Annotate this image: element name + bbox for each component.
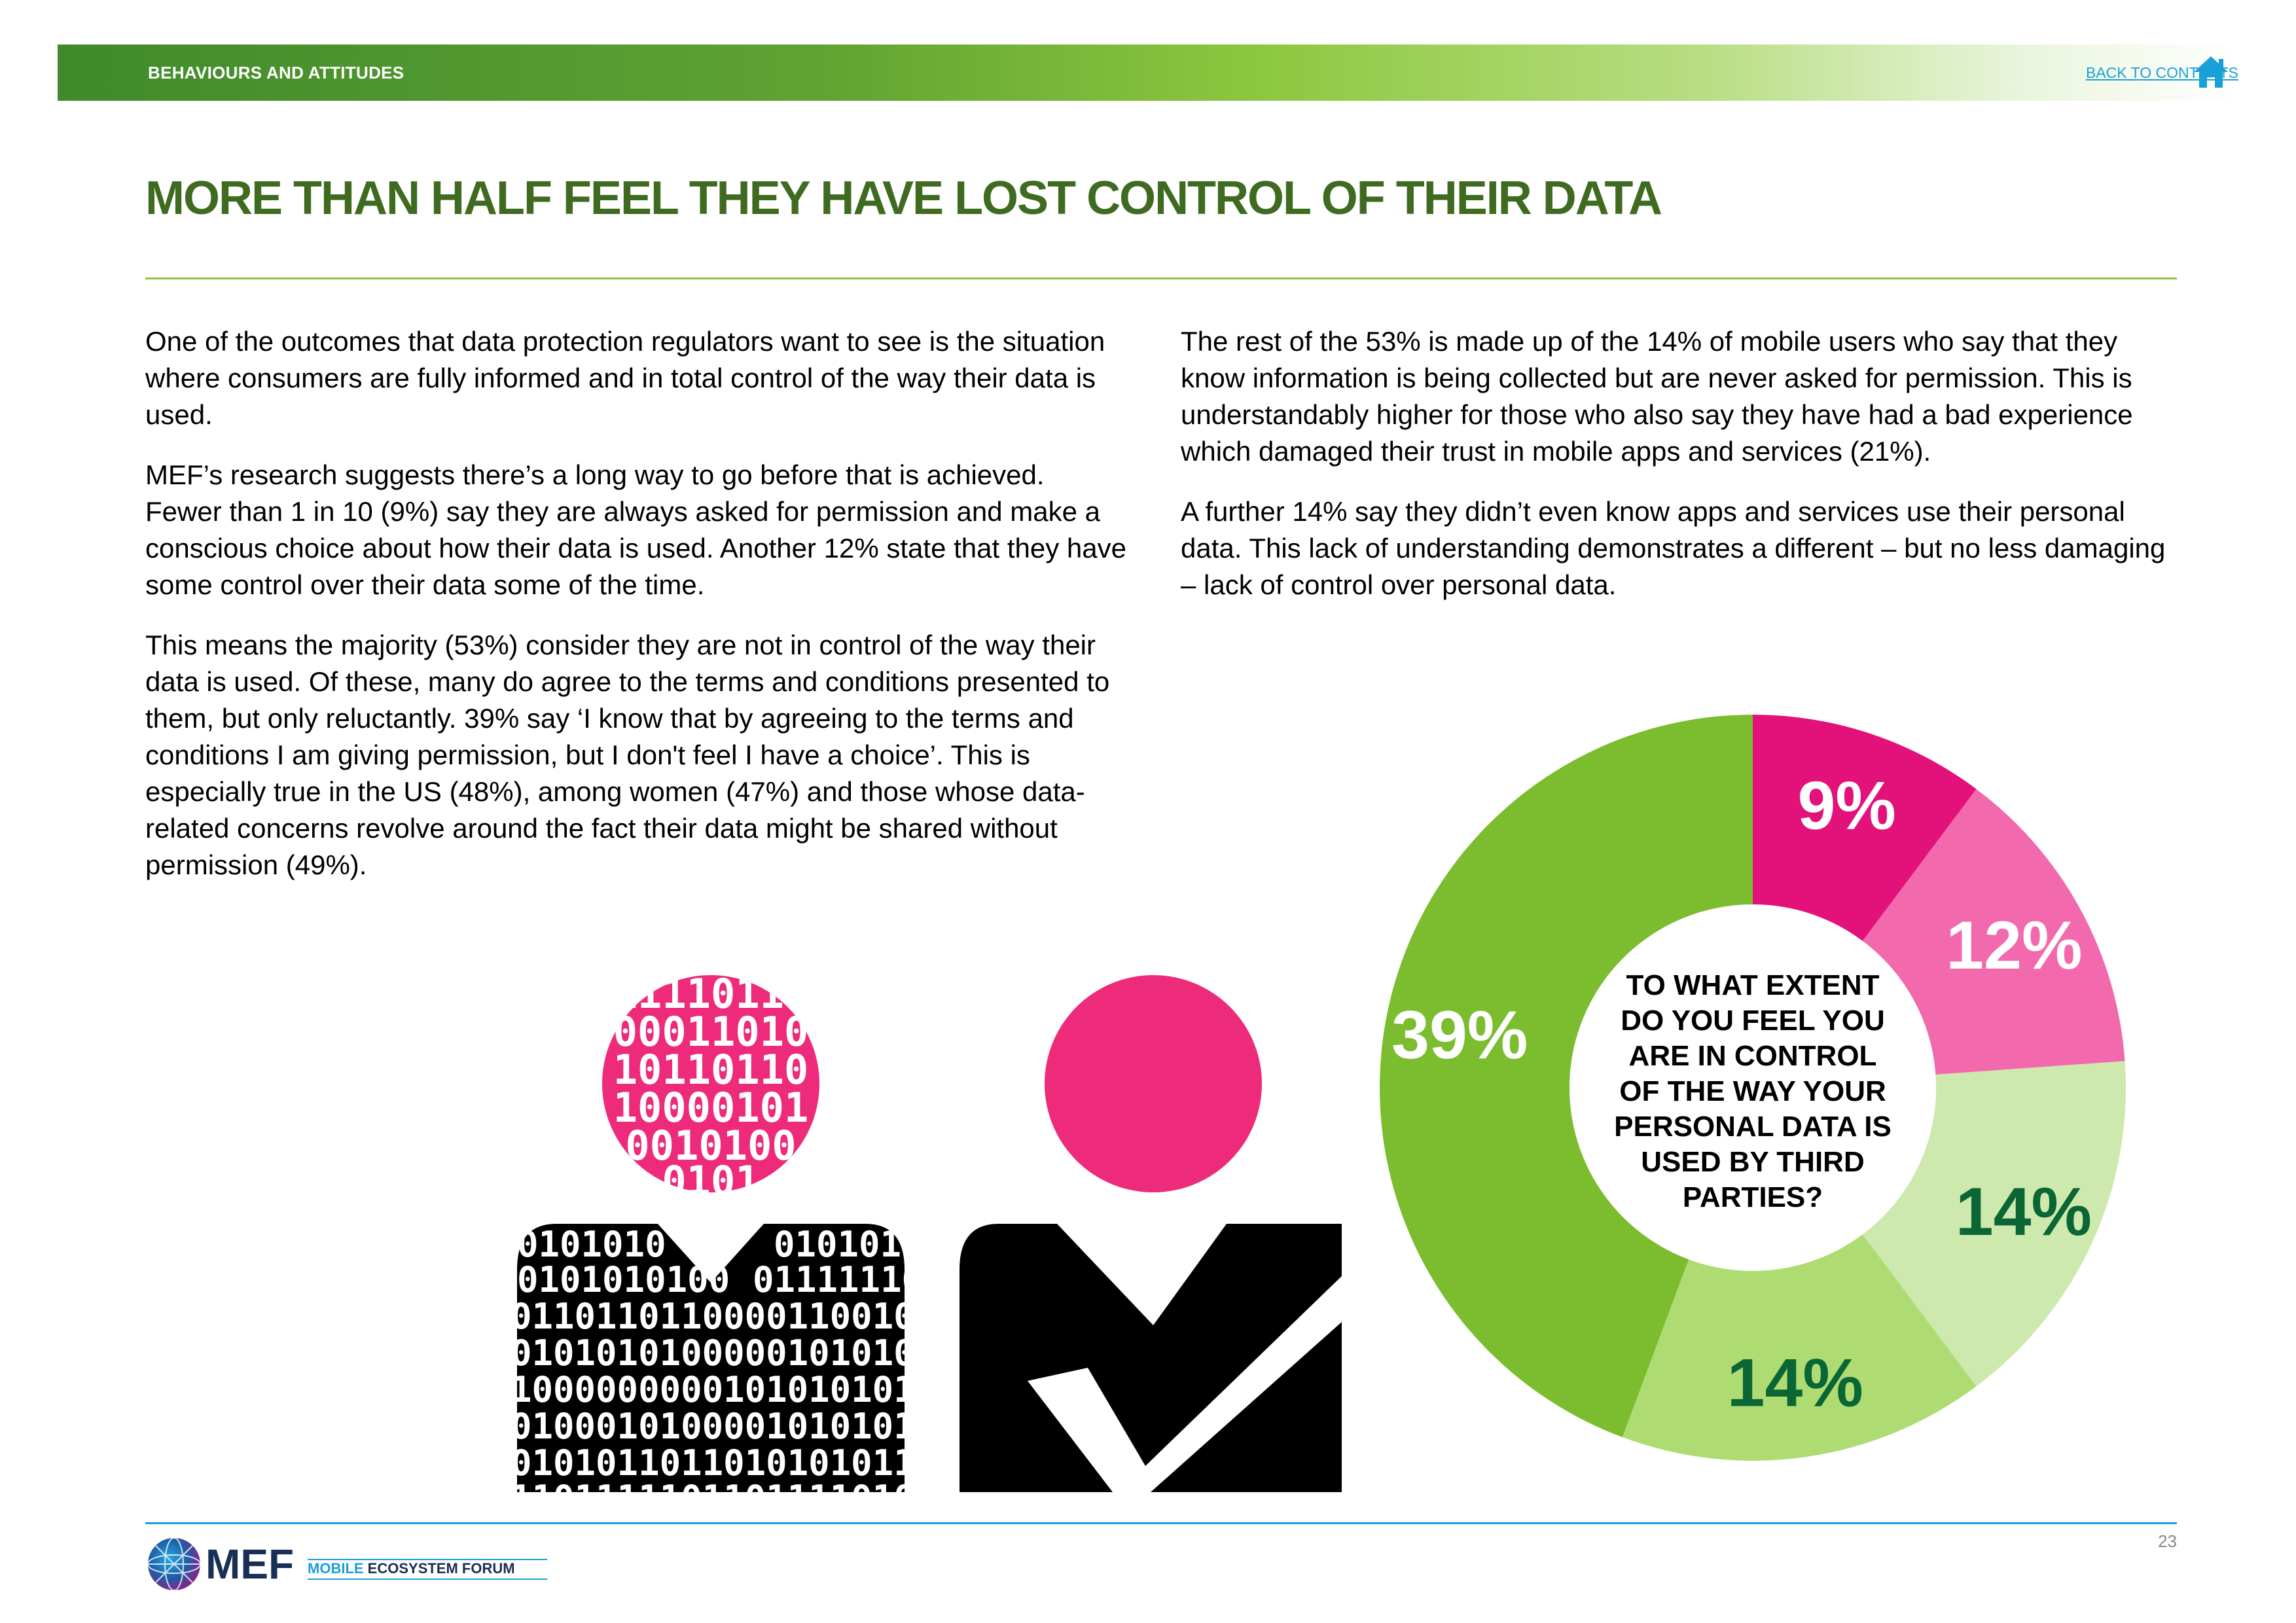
binary-row: 1101111101101111010 [517,1478,915,1492]
people-illustration: 11110110 00011010 10110110 10000101 0010… [517,975,1342,1492]
binary-row: 0010100 [625,1122,796,1169]
donut-slice-1 [1862,789,2125,1075]
logo-subtext-rest: ECOSYSTEM FORUM [364,1560,515,1577]
logo-subtext-blue: MOBILE [308,1560,364,1577]
chart-question-line: USED BY THIRD [1641,1146,1864,1178]
chart-question-line: PARTIES? [1683,1181,1823,1213]
binary-row: 0101010100 [517,1259,730,1300]
donut-hole [1570,904,1936,1271]
paragraph: MEF’s research suggests there’s a long w… [145,459,1126,600]
body-column-left: One of the outcomes that data protection… [145,323,1127,907]
solid-head [1045,975,1262,1192]
binary-row: 0101010100000101010 [517,1332,915,1374]
binary-row: 0101011011010101011 [517,1442,915,1484]
paragraph: One of the outcomes that data protection… [145,326,1105,430]
title-divider [145,277,2177,279]
logo-wordmark: MEF [206,1541,294,1588]
checkmark-icon [1028,1276,1342,1492]
slice-label-3: 14% [1727,1345,1863,1421]
donut-slice-4 [1379,715,1753,1438]
slice-label-4: 39% [1391,997,1528,1073]
mef-logo: MEF MOBILE ECOSYSTEM FORUM [147,1537,547,1591]
binary-row: 01111110 [753,1259,923,1300]
paragraph: The rest of the 53% is made up of the 14… [1181,326,2133,467]
section-label: BEHAVIOURS AND ATTITUDES [148,63,404,82]
chart-question-line: PERSONAL DATA IS [1614,1111,1892,1143]
page-title: MORE THAN HALF FEEL THEY HAVE LOST CONTR… [145,172,1662,224]
binary-row: 0101010 [517,1224,666,1265]
body-column-right: The rest of the 53% is made up of the 14… [1181,323,2169,627]
binary-row: 0101 [662,1157,759,1205]
slice-label-0: 9% [1798,768,1896,844]
chart-question-line: TO WHAT EXTENT [1626,969,1879,1001]
donut-slice-3 [1622,1234,1977,1461]
binary-head [602,975,819,1192]
logo-subtext: MOBILE ECOSYSTEM FORUM [308,1560,515,1577]
home-icon[interactable] [2191,54,2231,90]
donut-chart: TO WHAT EXTENT DO YOU FEEL YOU ARE IN CO… [1379,715,2126,1461]
chart-question-line: DO YOU FEEL YOU [1621,1005,1884,1037]
binary-body [517,1224,905,1492]
solid-body [960,1224,1342,1492]
binary-row: 1000000000101010101 [517,1369,915,1410]
binary-row: 00011010 [613,1008,809,1056]
section-header-bar: BEHAVIOURS AND ATTITUDES BACK TO CONTENT… [58,45,2238,101]
footer-divider [145,1522,2177,1524]
binary-row: 0110110110000110010 [517,1296,915,1337]
page-number: 23 [2158,1531,2177,1551]
binary-row: 10110110 [613,1046,809,1094]
chart-question-line: ARE IN CONTROL [1629,1040,1877,1072]
donut-slice-2 [1862,1061,2126,1387]
paragraph: This means the majority (53%) consider t… [145,630,1110,880]
paragraph: A further 14% say they didn’t even know … [1181,496,2166,600]
binary-row: 01010101 [774,1224,944,1265]
binary-row: 10000101 [613,1084,809,1132]
slice-label-1: 12% [1946,908,2082,984]
slice-label-2: 14% [1956,1174,2092,1250]
binary-row: 0100010100001010101 [517,1406,915,1447]
chart-question-line: OF THE WAY YOUR [1619,1075,1886,1107]
donut-slice-0 [1753,715,1977,941]
